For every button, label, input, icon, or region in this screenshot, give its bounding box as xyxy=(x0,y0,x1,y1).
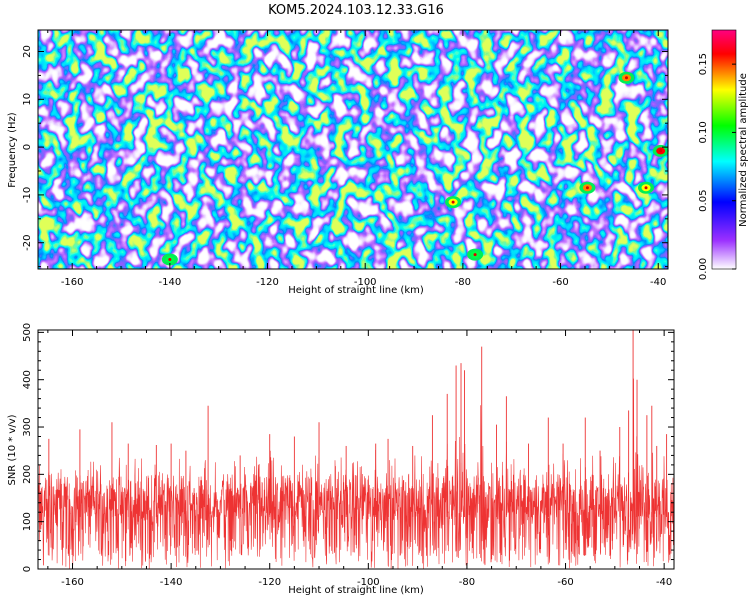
snr-y-tick-label: 300 xyxy=(22,417,33,436)
snr-y-tick-label: 100 xyxy=(22,512,33,531)
heatmap-hot-spot-core xyxy=(644,186,648,190)
heatmap-hot-spot-core xyxy=(451,200,455,204)
snr-panel: -160 -140 -120 -100 -80 -60 -40 0 100 200 300 400 5… xyxy=(7,323,675,596)
snr-x-tick-label: -100 xyxy=(357,577,380,588)
colorbar-ticks: 0.00 0.05 0.10 0.15 xyxy=(698,53,736,280)
snr-x-tick-label: -140 xyxy=(160,577,183,588)
snr-x-tick-label: -40 xyxy=(656,577,672,588)
heatmap-field xyxy=(38,30,668,269)
snr-x-axis-label: Height of straight line (km) xyxy=(288,585,424,596)
heatmap-x-tick-label: -140 xyxy=(159,277,182,288)
heatmap-hot-spot-core xyxy=(473,253,477,257)
heatmap-x-tick-label: -40 xyxy=(650,277,666,288)
snr-y-tick-label: 400 xyxy=(22,370,33,389)
snr-x-ticks: -160 -140 -120 -100 -80 -60 -40 xyxy=(47,330,672,588)
heatmap-x-tick-label: -60 xyxy=(552,277,568,288)
snr-x-tick-label: -160 xyxy=(61,577,84,588)
snr-x-tick-label: -120 xyxy=(258,577,281,588)
colorbar-tick-label: 0.05 xyxy=(698,190,709,212)
snr-series-line xyxy=(37,378,675,570)
figure-title: KOM5.2024.103.12.33.G16 xyxy=(268,3,444,18)
heatmap-y-tick-label: -10 xyxy=(22,187,33,203)
colorbar-frame xyxy=(711,29,737,270)
colorbar-tick-label: 0.10 xyxy=(698,121,709,143)
colorbar-label: Normalized spectral amplitude xyxy=(738,73,749,227)
heatmap-hot-spot-core xyxy=(659,149,663,153)
heatmap-y-axis-label: Frequency (Hz) xyxy=(7,112,18,188)
heatmap-hot-spot-core xyxy=(168,257,172,261)
heatmap-y-tick-label: 20 xyxy=(22,45,33,58)
snr-x-tick-label: -60 xyxy=(557,577,573,588)
colorbar-tick-label: 0.00 xyxy=(698,258,709,280)
heatmap-x-tick-label: -100 xyxy=(354,277,377,288)
heatmap-x-axis-label: Height of straight line (km) xyxy=(288,285,424,296)
heatmap-frame xyxy=(37,29,669,270)
snr-y-ticks: 0 100 200 300 400 500 xyxy=(22,323,674,572)
heatmap-y-tick-label: 0 xyxy=(22,144,33,150)
snr-y-axis-label: SNR (10 * v/v) xyxy=(7,414,18,485)
heatmap-x-ticks: -160 -140 -120 -100 -80 -60 -40 xyxy=(47,30,666,288)
heatmap-hot-spot-core xyxy=(624,76,628,80)
heatmap-x-tick-label: -120 xyxy=(256,277,279,288)
colorbar-tick-label: 0.15 xyxy=(698,53,709,75)
colorbar-gradient xyxy=(712,30,736,269)
snr-y-tick-label: 0 xyxy=(22,566,33,572)
snr-x-tick-label: -80 xyxy=(459,577,475,588)
heatmap-x-tick-label: -160 xyxy=(61,277,84,288)
heatmap-x-tick-label: -80 xyxy=(455,277,471,288)
heatmap-y-tick-label: 10 xyxy=(22,93,33,106)
heatmap-y-ticks: -20 -10 0 10 20 xyxy=(22,45,668,268)
snr-frame xyxy=(37,329,675,570)
heatmap-y-tick-label: -20 xyxy=(22,235,33,251)
snr-y-tick-label: 200 xyxy=(22,465,33,484)
snr-y-tick-label: 500 xyxy=(22,323,33,342)
colorbar: 0.00 0.05 0.10 0.15 Normalized spectral amp… xyxy=(698,29,749,280)
heatmap-hot-spot-core xyxy=(585,186,589,190)
heatmap-hot-spots xyxy=(161,71,669,266)
